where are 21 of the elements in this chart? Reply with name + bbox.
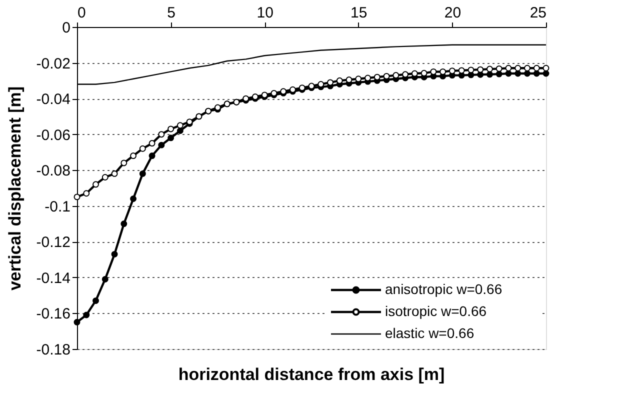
- y-tick-label: -0.12: [36, 234, 70, 252]
- x-tick-label: 15: [350, 4, 368, 22]
- legend-label: elastic w=0.66: [385, 325, 474, 341]
- y-tick-label: -0.18: [36, 342, 70, 358]
- y-tick-label: -0.06: [36, 126, 70, 144]
- legend-label: isotropic w=0.66: [385, 303, 487, 319]
- y-tick-label: 0: [62, 20, 70, 36]
- x-tick-label: 10: [256, 4, 274, 22]
- y-axis-title: vertical displacement [m]: [5, 86, 24, 291]
- y-tick-label: -0.16: [36, 306, 70, 323]
- y-tick-label: -0.1: [44, 198, 70, 216]
- legend-label: anisotropic w=0.66: [385, 281, 502, 297]
- y-tick-label: -0.08: [36, 162, 70, 180]
- y-tick-label: -0.04: [36, 91, 70, 108]
- y-tick-label: -0.02: [36, 55, 70, 72]
- x-tick-label: 20: [444, 4, 462, 22]
- x-axis-title: horizontal distance from axis [m]: [178, 365, 445, 384]
- x-tick-label: 5: [167, 4, 176, 22]
- x-tick-label: 25: [530, 4, 546, 22]
- y-tick-label: -0.14: [36, 270, 70, 287]
- x-tick-label: 0: [78, 4, 86, 22]
